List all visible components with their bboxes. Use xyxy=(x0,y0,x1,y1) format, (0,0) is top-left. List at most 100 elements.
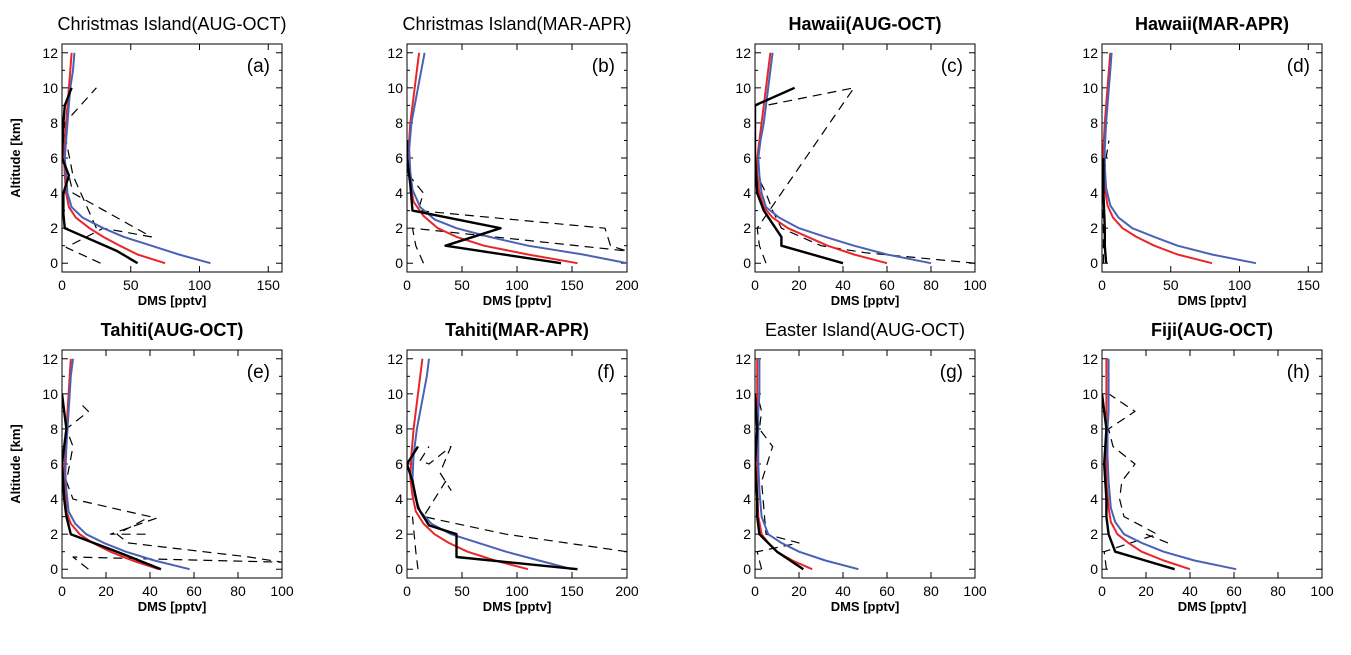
y-tick-label: 2 xyxy=(1090,526,1098,542)
y-tick-label: 8 xyxy=(395,421,403,437)
y-tick-label: 8 xyxy=(1090,115,1098,131)
series-line-model-blue xyxy=(408,52,627,265)
series-line-observed-solid xyxy=(1102,393,1175,571)
y-tick-label: 2 xyxy=(743,526,751,542)
x-tick-label: 80 xyxy=(923,277,939,293)
x-axis-label: DMS [pptv] xyxy=(138,599,207,614)
y-tick-label: 10 xyxy=(387,386,403,402)
series-line-observed-solid xyxy=(407,140,562,265)
series-line-model-blue xyxy=(411,358,573,571)
panel-a: Christmas Island(AUG-OCT) 0 2 4 6 8 10 12 0 50 100… xyxy=(8,14,287,308)
y-tick-label: 8 xyxy=(395,115,403,131)
series-line-model-red xyxy=(409,358,529,571)
panel-c: Hawaii(AUG-OCT) 0 2 4 6 8 10 12 0 20 40 60 80 100 (c) D… xyxy=(735,14,986,308)
y-tick-label: 10 xyxy=(735,80,751,96)
series-line-observed-dashed-a xyxy=(407,157,627,264)
y-tick-label: 2 xyxy=(395,220,403,236)
y-tick-label: 2 xyxy=(1090,220,1098,236)
x-axis-label: DMS [pptv] xyxy=(138,293,207,308)
x-tick-label: 40 xyxy=(835,583,851,599)
series-group xyxy=(1102,52,1257,265)
y-tick-label: 4 xyxy=(50,491,58,507)
x-tick-label: 100 xyxy=(1310,583,1334,599)
x-tick-label: 100 xyxy=(270,583,294,599)
series-line-observed-solid xyxy=(62,393,162,571)
x-tick-label: 150 xyxy=(257,277,281,293)
panel-b: Christmas Island(MAR-APR) 0 2 4 6 8 10 12 0 50 100… xyxy=(387,14,638,308)
y-tick-label: 2 xyxy=(50,526,58,542)
y-tick-label: 12 xyxy=(735,351,751,367)
y-tick-label: 0 xyxy=(50,255,58,271)
series-line-observed-solid xyxy=(407,445,578,571)
x-tick-label: 40 xyxy=(142,583,158,599)
x-tick-label: 150 xyxy=(560,583,584,599)
x-tick-label: 50 xyxy=(454,277,470,293)
plot-frame xyxy=(61,43,283,273)
y-tick-label: 6 xyxy=(50,150,58,166)
panel-label: (g) xyxy=(940,362,963,383)
x-tick-label: 100 xyxy=(505,583,529,599)
panel-d: Hawaii(MAR-APR) 0 2 4 6 8 10 12 0 50 100 150 (d) DMS … xyxy=(1082,14,1323,308)
series-line-observed-solid xyxy=(62,87,139,265)
panel-title: Hawaii(MAR-APR) xyxy=(1135,14,1289,34)
plot-frame xyxy=(754,43,976,273)
y-tick-label: 0 xyxy=(1090,255,1098,271)
y-tick-label: 10 xyxy=(1082,386,1098,402)
x-tick-label: 100 xyxy=(1228,277,1252,293)
y-tick-label: 12 xyxy=(387,351,403,367)
y-axis-label: Altitude [km] xyxy=(8,118,23,197)
y-tick-label: 6 xyxy=(743,456,751,472)
x-tick-label: 20 xyxy=(791,583,807,599)
x-tick-label: 40 xyxy=(835,277,851,293)
series-group xyxy=(407,358,627,571)
x-tick-label: 0 xyxy=(751,583,759,599)
series-line-model-blue xyxy=(757,358,859,571)
y-tick-label: 6 xyxy=(1090,150,1098,166)
y-tick-label: 8 xyxy=(1090,421,1098,437)
panel-label: (e) xyxy=(247,362,270,383)
panel-h: Fiji(AUG-OCT) 0 2 4 6 8 10 12 0 20 40 60 80 100 (h) DMS… xyxy=(1082,320,1333,614)
y-tick-label: 4 xyxy=(1090,185,1098,201)
y-tick-label: 6 xyxy=(1090,456,1098,472)
panel-g: Easter Island(AUG-OCT) 0 2 4 6 8 10 12 0 20 40 60 80… xyxy=(735,320,986,614)
y-tick-label: 12 xyxy=(1082,351,1098,367)
x-tick-label: 40 xyxy=(1182,583,1198,599)
y-tick-label: 0 xyxy=(395,561,403,577)
plot-frame xyxy=(406,43,628,273)
y-axis-label: Altitude [km] xyxy=(8,424,23,503)
y-tick-label: 8 xyxy=(743,115,751,131)
y-tick-label: 4 xyxy=(743,185,751,201)
panel-title: Fiji(AUG-OCT) xyxy=(1151,320,1273,340)
y-tick-label: 0 xyxy=(395,255,403,271)
x-tick-label: 20 xyxy=(791,277,807,293)
series-line-model-red xyxy=(63,52,166,265)
series-line-model-blue xyxy=(1106,358,1237,571)
y-tick-label: 12 xyxy=(735,45,751,61)
x-axis-label: DMS [pptv] xyxy=(483,293,552,308)
y-tick-label: 0 xyxy=(50,561,58,577)
x-tick-label: 60 xyxy=(186,583,202,599)
series-line-observed-solid xyxy=(755,86,844,265)
x-tick-label: 60 xyxy=(1226,583,1242,599)
x-tick-label: 200 xyxy=(615,583,639,599)
y-tick-label: 8 xyxy=(50,421,58,437)
series-line-observed-dashed-a xyxy=(1103,393,1158,570)
x-tick-label: 150 xyxy=(560,277,584,293)
series-line-observed-dashed-b xyxy=(1145,533,1169,544)
series-line-observed-dashed-b xyxy=(65,140,97,229)
series-group xyxy=(62,358,282,571)
y-tick-label: 2 xyxy=(743,220,751,236)
x-tick-label: 100 xyxy=(963,583,987,599)
y-tick-label: 2 xyxy=(395,526,403,542)
plot-frame xyxy=(1101,43,1323,273)
panel-title: Tahiti(MAR-APR) xyxy=(445,320,589,340)
x-axis-label: DMS [pptv] xyxy=(1178,599,1247,614)
x-tick-label: 50 xyxy=(1163,277,1179,293)
y-tick-label: 0 xyxy=(743,255,751,271)
y-tick-label: 10 xyxy=(387,80,403,96)
x-tick-label: 0 xyxy=(58,583,66,599)
series-line-observed-dashed-a xyxy=(62,87,152,264)
x-axis-label: DMS [pptv] xyxy=(831,599,900,614)
x-tick-label: 80 xyxy=(1270,583,1286,599)
